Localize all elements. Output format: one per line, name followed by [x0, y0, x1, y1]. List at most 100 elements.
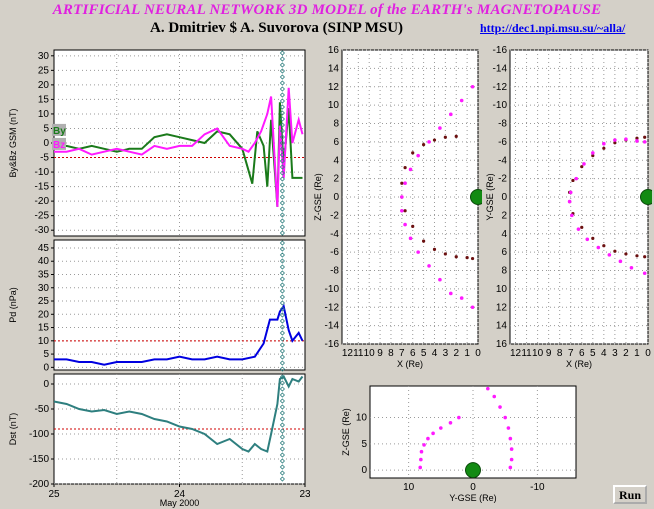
magnetopause-point — [498, 405, 502, 409]
y-tick-label: 0 — [43, 379, 49, 390]
y-tick-label: -5 — [40, 153, 49, 164]
y-axis-label: Dst (nT) — [8, 413, 18, 446]
y-tick-label: 10 — [38, 109, 50, 120]
x-tick-label: 6 — [410, 348, 416, 359]
magnetopause-point — [408, 167, 413, 172]
time-marker — [279, 104, 285, 110]
y-tick-label: 5 — [43, 349, 49, 360]
y-tick-label: 20 — [38, 309, 50, 320]
series-line-bz — [54, 87, 304, 207]
y-tick-label: 14 — [496, 321, 508, 332]
author-homepage-link[interactable]: http://dec1.npi.msu.su/~alla/ — [480, 21, 626, 35]
y-tick-label: 16 — [328, 45, 340, 56]
magnetopause-point — [403, 222, 407, 227]
time-marker — [279, 476, 285, 482]
model-point — [411, 224, 415, 228]
y-tick-label: 0 — [43, 138, 49, 149]
time-marker — [279, 312, 285, 318]
time-marker — [279, 122, 285, 128]
magnetopause-point — [568, 190, 573, 195]
x-tick-label: 25 — [48, 489, 60, 500]
y-tick-label: 40 — [38, 256, 50, 267]
magnetopause-point — [509, 447, 514, 451]
y-axis-label: Pd (nPa) — [8, 287, 18, 323]
time-marker — [279, 62, 285, 68]
magnetopause-point — [567, 199, 572, 204]
model-point — [454, 134, 458, 138]
y-tick-label: 0 — [501, 192, 507, 203]
magnetopause-point — [457, 415, 461, 420]
time-marker — [279, 116, 285, 122]
time-marker — [279, 258, 285, 264]
legend-bz: Bz — [53, 140, 65, 151]
model-point — [624, 252, 628, 256]
time-marker — [279, 86, 285, 92]
time-marker — [279, 182, 285, 188]
earth-icon — [470, 189, 482, 205]
magnetopause-point — [438, 126, 442, 130]
run-button[interactable]: Run — [613, 485, 647, 504]
y-tick-label: -8 — [330, 266, 339, 277]
x-tick-label: 8 — [388, 348, 394, 359]
y-tick-label: -100 — [29, 429, 49, 440]
y-tick-label: -30 — [35, 225, 50, 236]
magnetopause-point — [642, 140, 647, 144]
time-marker — [279, 98, 285, 104]
y-tick-label: -16 — [493, 45, 508, 56]
x-tick-label: 12 — [342, 348, 354, 359]
time-marker — [279, 270, 285, 276]
x-tick-label: 24 — [174, 489, 186, 500]
time-marker — [279, 68, 285, 74]
magnetopause-point — [503, 415, 507, 420]
model-point — [465, 256, 469, 260]
model-point — [613, 141, 617, 145]
magnetopause-point — [427, 264, 431, 268]
x-tick-label: 11 — [353, 348, 364, 359]
y-tick-label: -10 — [493, 100, 508, 111]
y-tick-label: 4 — [333, 155, 339, 166]
time-marker — [279, 306, 285, 312]
y-tick-label: 2 — [501, 210, 507, 221]
magnetopause-point — [508, 465, 513, 470]
magnetopause-point — [459, 296, 464, 300]
time-marker — [279, 464, 285, 470]
time-marker — [279, 318, 285, 324]
magnetopause-point — [470, 305, 475, 310]
y-tick-label: 15 — [38, 94, 50, 105]
y-tick-label: 4 — [501, 229, 507, 240]
y-tick-label: -15 — [35, 182, 50, 193]
magnetopause-point — [486, 386, 490, 391]
y-tick-label: -16 — [325, 339, 340, 350]
time-marker — [279, 294, 285, 300]
magnetopause-point — [449, 291, 453, 296]
magnetopause-point — [403, 181, 407, 186]
time-marker — [279, 398, 285, 404]
y-tick-label: 20 — [38, 80, 50, 91]
x-tick-label: 10 — [364, 348, 376, 359]
time-marker — [279, 140, 285, 146]
time-marker — [279, 224, 285, 230]
model-point — [403, 166, 407, 170]
magnetopause-point — [582, 162, 586, 166]
x-tick-label: 2 — [453, 348, 459, 359]
y-tick-label: 0 — [43, 362, 49, 373]
x-tick-label: 4 — [601, 348, 607, 359]
legend-by: By — [53, 126, 66, 137]
y-tick-label: -10 — [325, 284, 340, 295]
x-tick-label: 10 — [403, 482, 415, 493]
time-marker — [279, 452, 285, 458]
time-marker — [279, 218, 285, 224]
y-tick-label: 30 — [38, 51, 50, 62]
x-axis-label: X (Re) — [397, 359, 423, 369]
time-marker — [279, 470, 285, 476]
y-axis-label: Y-GSE (Re) — [485, 173, 495, 220]
magnetopause-point — [613, 138, 617, 142]
y-axis-label: Z-GSE (Re) — [313, 173, 323, 221]
magnetopause-point — [416, 153, 420, 158]
x-axis-label: Y-GSE (Re) — [449, 493, 496, 503]
time-marker — [279, 212, 285, 218]
magnetopause-point — [400, 208, 404, 213]
magnetopause-point — [574, 176, 579, 181]
yz-projection-panel: 10 5 0 10 0 -10 Y-GSE (Re) Z-GSE (Re) — [340, 380, 580, 506]
time-marker — [279, 230, 285, 236]
